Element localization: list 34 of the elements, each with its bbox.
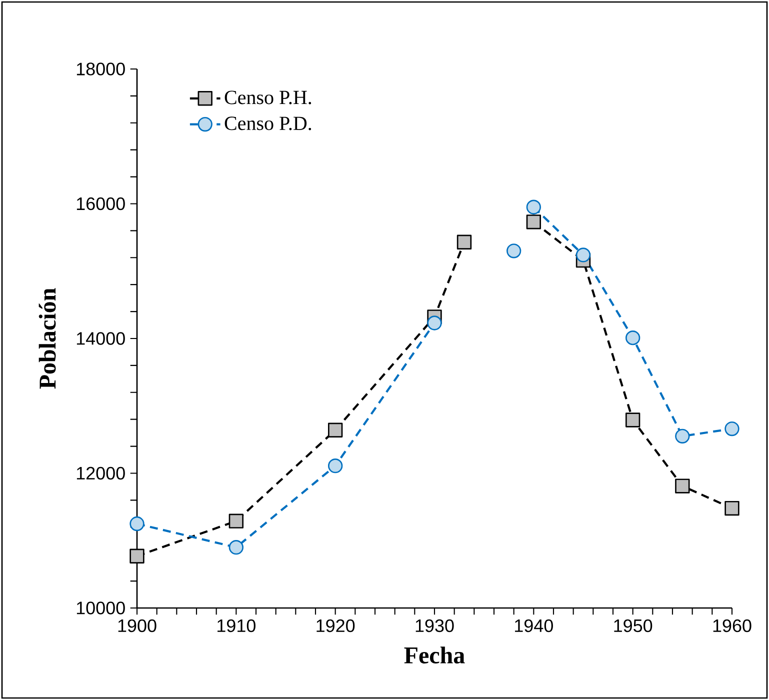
point (130, 548, 144, 564)
point (328, 422, 343, 438)
point (526, 214, 541, 230)
x-tick-label: 1960 (713, 619, 752, 632)
y-tick-label: 16000 (76, 197, 125, 210)
point (675, 478, 690, 494)
point (526, 200, 541, 214)
x-tick-label: 1900 (118, 619, 156, 632)
point (724, 421, 740, 436)
y-tick-label: 10000 (76, 602, 125, 614)
x-tick-label: 1940 (515, 619, 553, 632)
legend-label: Censo P.H. (224, 90, 312, 104)
x-axis-title: Fecha (404, 646, 465, 664)
point (328, 458, 343, 474)
x-tick-label: 1930 (416, 619, 454, 632)
point (625, 330, 640, 346)
point (576, 248, 591, 262)
y-tick-label: 18000 (76, 62, 125, 76)
x-tick-label: 1920 (316, 619, 355, 632)
point (724, 500, 740, 516)
x-tick-label: 1950 (614, 619, 652, 632)
y-axis-title: Población (38, 288, 56, 389)
point (625, 412, 640, 428)
y-tick-label: 14000 (76, 332, 125, 345)
point (130, 516, 144, 532)
point (427, 316, 442, 330)
legend-label: Censo P.D. (224, 116, 312, 130)
point (228, 514, 244, 528)
point (675, 428, 690, 444)
x-tick-label: 1910 (218, 619, 256, 632)
point (228, 540, 244, 555)
point (506, 244, 522, 258)
y-tick-label: 12000 (76, 466, 125, 480)
point (456, 234, 472, 250)
